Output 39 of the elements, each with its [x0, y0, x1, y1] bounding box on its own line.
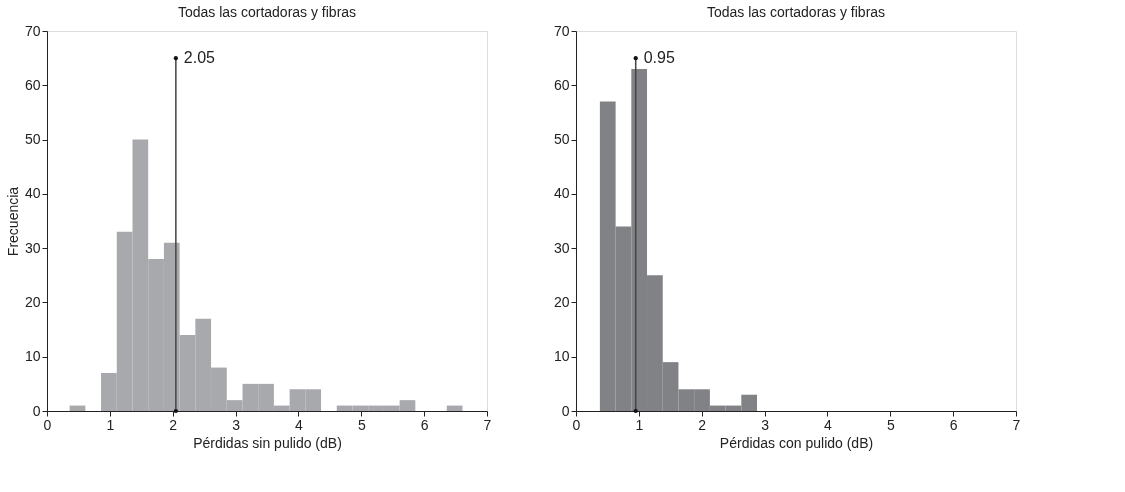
x-tick-label: 1 [106, 416, 115, 433]
x-tick-label: 2 [169, 416, 178, 433]
y-tick-label: 50 [24, 131, 41, 148]
y-tick-label: 30 [553, 239, 570, 256]
annotation: 2.05 [183, 49, 216, 67]
y-tick-label: 30 [24, 239, 41, 256]
x-tick-label: 5 [357, 416, 366, 433]
x-tick-label: 5 [886, 416, 895, 433]
y-tick-label: 70 [24, 22, 41, 39]
x-tick-label: 2 [698, 416, 707, 433]
x-tick-label: 1 [635, 416, 644, 433]
y-tick-label: 0 [32, 402, 41, 419]
y-tick-label: 60 [24, 76, 41, 93]
x-tick-label: 7 [1012, 416, 1021, 433]
y-tick-label: 70 [553, 22, 570, 39]
y-tick-label: 10 [553, 348, 570, 365]
x-tick-label: 0 [572, 416, 581, 433]
y-tick-label: 40 [24, 185, 41, 202]
y-tick-label: 20 [24, 293, 41, 310]
x-tick-label: 6 [949, 416, 958, 433]
x-axis-title: Pérdidas con pulido (dB) [719, 434, 874, 451]
x-tick-label: 3 [761, 416, 770, 433]
x-tick-label: 4 [295, 416, 304, 433]
y-axis-title: Frecuencia [4, 186, 21, 257]
x-tick-label: 3 [232, 416, 241, 433]
x-tick-label: 6 [420, 416, 429, 433]
x-tick-label: 7 [483, 416, 492, 433]
annotation: 0.95 [643, 49, 675, 67]
y-tick-label: 10 [24, 348, 41, 365]
chart-title: Todas las cortadoras y fibras [177, 4, 357, 20]
x-tick-label: 4 [824, 416, 833, 433]
y-tick-label: 20 [553, 293, 570, 310]
y-tick-label: 50 [553, 131, 570, 148]
y-tick-label: 60 [553, 76, 570, 93]
y-tick-label: 0 [561, 402, 570, 419]
x-tick-label: 0 [43, 416, 52, 433]
y-tick-label: 40 [553, 185, 570, 202]
chart-title: Todas las cortadoras y fibras [706, 4, 886, 20]
x-axis-title: Pérdidas sin pulido (dB) [193, 434, 342, 451]
